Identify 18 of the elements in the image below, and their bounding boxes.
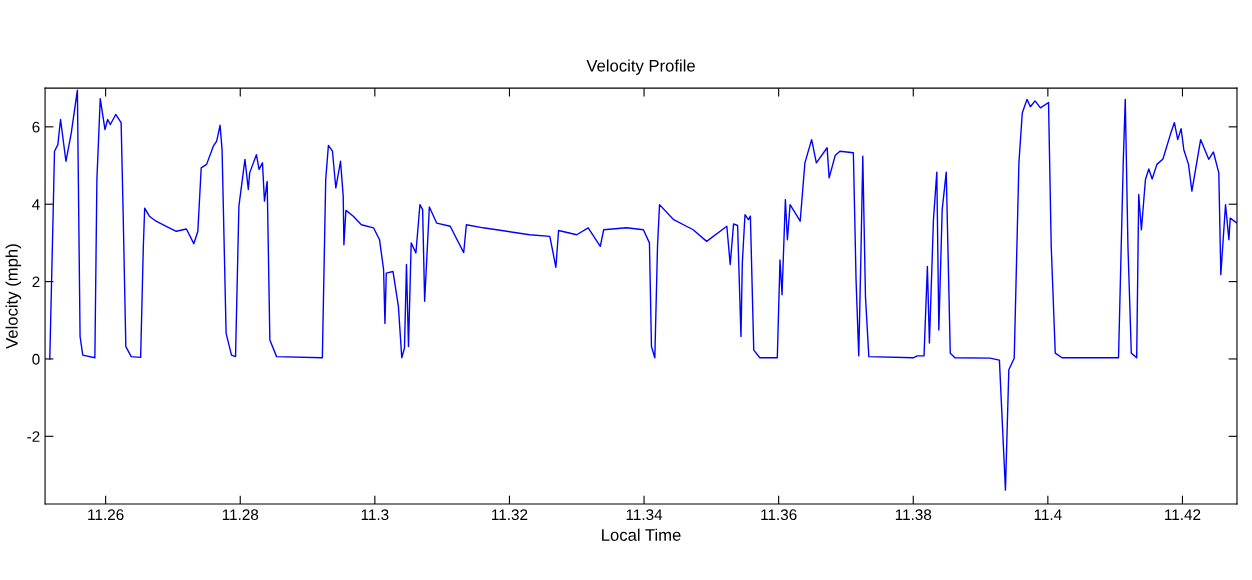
x-tick-label: 11.26 (88, 509, 124, 521)
y-axis-title: Velocity (mph) (5, 244, 22, 349)
x-tick-label: 11.28 (222, 509, 259, 521)
x-tick-label: 11.32 (492, 509, 528, 521)
y-tick-label: -2 (27, 431, 40, 442)
x-tick-label: 11.36 (761, 509, 797, 521)
x-tick-label: 11.4 (1034, 509, 1062, 520)
x-tick-label: 11.3 (361, 509, 389, 521)
chart-title: Velocity Profile (586, 59, 695, 75)
y-tick-label: 0 (32, 353, 40, 365)
line-series (49, 89, 1237, 491)
x-tick-label: 11.34 (626, 509, 663, 521)
y-tick-label: 2 (32, 276, 40, 288)
x-tick-label: 11.38 (895, 509, 932, 521)
y-tick-label: 4 (32, 199, 40, 210)
x-axis-title: Local Time (602, 528, 681, 541)
x-tick-label: 11.42 (1165, 509, 1201, 520)
y-tick-label: 6 (32, 121, 40, 133)
